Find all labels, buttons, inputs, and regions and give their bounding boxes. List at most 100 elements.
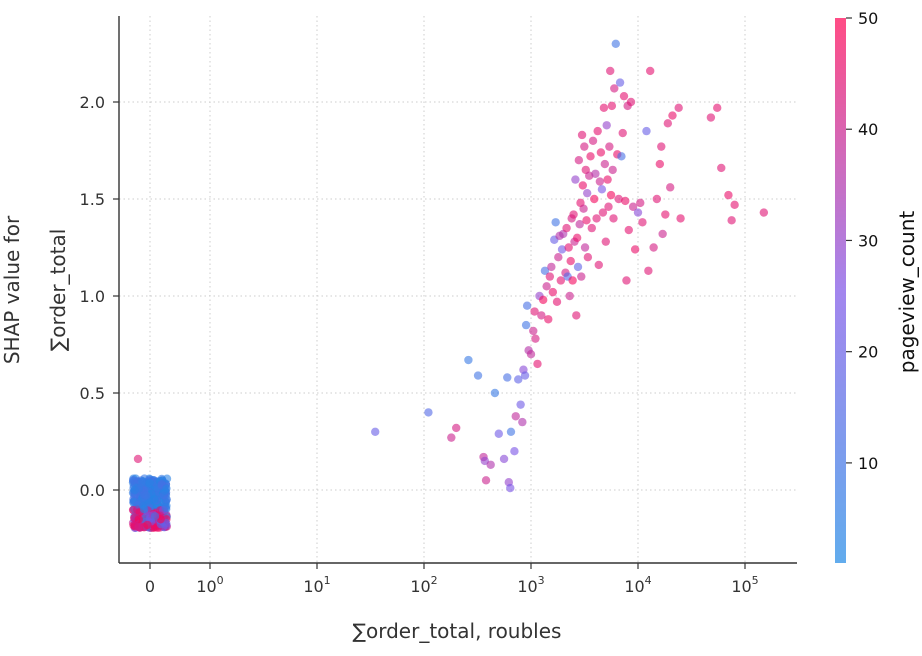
data-point (597, 185, 607, 194)
data-point (557, 245, 567, 254)
data-point (661, 210, 670, 219)
data-point (533, 359, 542, 369)
data-point (516, 400, 525, 409)
data-point (556, 276, 566, 285)
data-point (447, 433, 456, 442)
y-tick-label: 1.0 (80, 287, 105, 306)
data-point (520, 371, 530, 380)
colorbar-tick-label: 20 (858, 343, 878, 362)
data-point (649, 243, 658, 252)
data-point (544, 315, 553, 324)
data-point (133, 454, 143, 464)
data-point (128, 505, 138, 515)
data-point (511, 412, 520, 421)
data-point (658, 229, 667, 239)
data-point (638, 218, 647, 227)
x-tick-label: 0 (145, 577, 155, 596)
data-point (572, 311, 581, 320)
data-point (134, 522, 143, 532)
data-point (579, 204, 588, 213)
data-point (676, 214, 685, 223)
y-tick-label: 0.0 (80, 481, 105, 500)
data-point (674, 103, 683, 113)
data-point (583, 253, 593, 262)
data-point (598, 208, 608, 217)
data-point (606, 190, 616, 200)
data-point (607, 101, 617, 111)
data-point (481, 476, 491, 485)
y-axis-ticks: 0.0 0.5 1.0 1.5 2.0 (80, 93, 119, 500)
data-point (582, 216, 591, 225)
data-point (599, 103, 609, 113)
data-point (518, 417, 527, 427)
data-point (551, 218, 560, 227)
data-point (601, 237, 610, 246)
data-point (514, 375, 523, 384)
data-point (486, 460, 495, 469)
data-point (569, 210, 578, 219)
data-point (526, 350, 536, 359)
data-point (594, 260, 603, 270)
data-point (645, 66, 655, 76)
colorbar-tick-label: 50 (858, 9, 878, 28)
data-point (706, 113, 716, 122)
x-axis-ticks: 0 100 101 102 103 104 105 (145, 563, 759, 596)
data-point (371, 427, 380, 436)
data-point (564, 243, 573, 252)
data-point (161, 503, 171, 512)
data-point (473, 371, 483, 380)
data-point (626, 97, 636, 107)
data-point (644, 266, 653, 275)
data-point (713, 103, 722, 113)
data-point (587, 223, 596, 233)
data-point (506, 483, 515, 493)
data-point (499, 454, 509, 464)
y-tick-label: 1.5 (80, 190, 105, 209)
data-point (596, 148, 606, 157)
data-point (624, 225, 633, 235)
data-point (490, 388, 500, 398)
data-point (452, 423, 461, 433)
data-point (577, 272, 586, 281)
data-point (628, 202, 638, 211)
data-point (615, 78, 625, 87)
data-point (666, 183, 675, 192)
data-point (586, 152, 595, 161)
data-point (134, 515, 143, 524)
data-point (494, 429, 503, 438)
data-point (668, 111, 677, 120)
data-point (139, 504, 149, 514)
data-point (538, 295, 548, 305)
data-point (606, 66, 615, 76)
data-point (537, 311, 546, 320)
data-point (566, 256, 575, 266)
data-point (759, 208, 769, 217)
data-point (621, 196, 630, 206)
data-point (578, 181, 588, 190)
data-point (574, 156, 584, 165)
colorbar-ticks: 10 20 30 40 50 (846, 9, 878, 473)
data-point (642, 126, 651, 136)
data-point (605, 142, 614, 151)
data-point (630, 245, 640, 254)
colorbar-label: pageview_count (895, 211, 919, 374)
data-point (655, 159, 665, 169)
data-point (575, 220, 584, 229)
data-point (590, 194, 599, 204)
data-point (134, 484, 144, 493)
data-point (614, 194, 623, 204)
x-tick-label: 104 (624, 574, 651, 596)
data-point (568, 276, 577, 285)
data-point (633, 208, 643, 217)
grid-lines (119, 16, 797, 563)
data-point (618, 128, 627, 138)
x-tick-label: 105 (731, 574, 758, 596)
x-tick-label: 102 (410, 574, 437, 596)
data-point (724, 190, 733, 200)
data-point (717, 163, 726, 173)
data-point (529, 326, 538, 336)
data-point (610, 84, 619, 93)
data-point (609, 214, 618, 223)
colorbar-tick-label: 40 (858, 120, 878, 139)
data-point (636, 198, 645, 208)
